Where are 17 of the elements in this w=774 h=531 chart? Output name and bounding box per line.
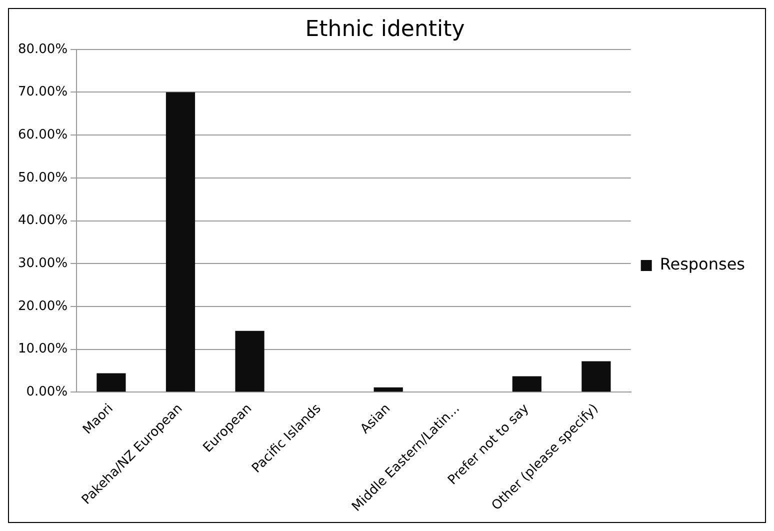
y-tick-label: 30.00% [18,256,68,271]
y-tick-label: 70.00% [18,84,68,100]
bar [96,373,126,392]
bar [512,376,542,392]
y-tick-label: 80.00% [18,42,68,57]
y-tick-label: 0.00% [26,384,68,400]
bar [582,361,611,392]
bar [374,387,403,392]
y-tick-label: 50.00% [18,170,68,186]
y-tick-label: 40.00% [18,213,68,228]
chart-title: Ethnic identity [305,16,465,42]
y-tick-label: 10.00% [18,342,68,357]
bar [235,330,264,392]
y-tick-label: 60.00% [18,127,68,142]
y-tick-label: 20.00% [18,298,68,314]
legend-label: Responses [660,254,746,274]
bar [166,92,196,392]
